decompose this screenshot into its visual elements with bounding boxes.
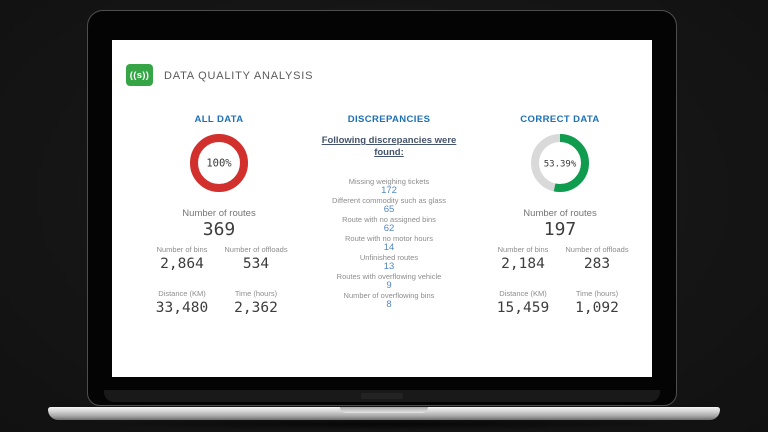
stat-value: 534 — [242, 256, 270, 272]
discrepancy-label: Missing weighing tickets — [348, 177, 430, 186]
stat-value: 2,362 — [234, 300, 278, 316]
discrepancies-list: Missing weighing tickets 172 Different c… — [299, 178, 479, 310]
discrepancy-value: 14 — [383, 242, 395, 253]
donut-chart-all-data: 100% — [190, 134, 248, 192]
page-title: DATA QUALITY ANALYSIS — [164, 70, 314, 82]
laptop-hinge-notch — [361, 393, 403, 399]
column-correct-data: CORRECT DATA 53.39% Number of routes 197… — [480, 114, 640, 317]
laptop-hinge — [104, 390, 660, 402]
stat-label: Number of bins — [156, 245, 208, 254]
stat-label: Time (hours) — [575, 289, 619, 298]
stat-label: Distance (KM) — [158, 289, 206, 298]
all-data-stats-grid: Number of bins 2,864 Number of offloads … — [139, 245, 299, 317]
list-item: Route with no assigned bins 62 — [299, 216, 479, 234]
stat-label: Number of bins — [497, 245, 549, 254]
laptop-base — [48, 407, 720, 420]
discrepancy-label: Routes with overflowing vehicle — [336, 272, 442, 281]
column-all-data: ALL DATA 100% Number of routes 369 Numbe… — [139, 114, 299, 317]
discrepancy-label: Route with no assigned bins — [342, 215, 436, 224]
donut-chart-correct-data: 53.39% — [531, 134, 589, 192]
list-item: Route with no motor hours 14 — [299, 235, 479, 253]
stat-value: 1,092 — [575, 300, 619, 316]
app-logo: ((s)) — [126, 64, 153, 86]
correct-data-heading: CORRECT DATA — [520, 114, 600, 125]
list-item: Number of overflowing bins 8 — [299, 292, 479, 310]
routes-value: 197 — [543, 219, 577, 240]
donut-percent-label: 53.39% — [544, 160, 577, 170]
discrepancy-value: 9 — [386, 280, 392, 291]
stat-value: 2,864 — [160, 256, 204, 272]
stat-distance: Distance (KM) 33,480 — [145, 289, 219, 317]
routes-label: Number of routes — [523, 208, 597, 219]
list-item: Different commodity such as glass 65 — [299, 197, 479, 215]
stat-label: Time (hours) — [234, 289, 278, 298]
discrepancy-value: 172 — [381, 185, 397, 196]
stat-value: 33,480 — [155, 300, 209, 316]
dashboard-screen: ((s)) DATA QUALITY ANALYSIS ALL DATA 100… — [112, 40, 652, 377]
stat-value: 15,459 — [496, 300, 550, 316]
discrepancy-label: Number of overflowing bins — [343, 291, 435, 300]
stat-label: Number of offloads — [224, 245, 288, 254]
laptop-thumb-groove — [340, 407, 428, 413]
discrepancy-label: Different commodity such as glass — [331, 196, 447, 205]
stat-value: 2,184 — [501, 256, 545, 272]
discrepancies-heading: DISCREPANCIES — [347, 114, 431, 125]
discrepancy-value: 62 — [383, 223, 395, 234]
list-item: Missing weighing tickets 172 — [299, 178, 479, 196]
list-item: Routes with overflowing vehicle 9 — [299, 273, 479, 291]
all-data-heading: ALL DATA — [194, 114, 244, 125]
laptop-shadow — [70, 418, 700, 430]
discrepancies-subtitle: Following discrepancies were found: — [321, 135, 457, 158]
donut-percent-label: 100% — [206, 158, 232, 170]
stat-bins: Number of bins 2,864 — [145, 245, 219, 273]
stat-bins: Number of bins 2,184 — [486, 245, 560, 273]
stat-value: 283 — [583, 256, 611, 272]
donut-arc-red — [190, 134, 248, 192]
stat-distance: Distance (KM) 15,459 — [486, 289, 560, 317]
discrepancy-value: 8 — [386, 299, 392, 310]
discrepancy-value: 13 — [383, 261, 395, 272]
stat-label: Distance (KM) — [499, 289, 547, 298]
discrepancy-label: Unfinished routes — [359, 253, 419, 262]
discrepancy-label: Route with no motor hours — [345, 234, 433, 243]
stat-time: Time (hours) 2,362 — [219, 289, 293, 317]
discrepancy-value: 65 — [383, 204, 395, 215]
routes-value: 369 — [202, 219, 236, 240]
stat-label: Number of offloads — [565, 245, 629, 254]
stat-offloads: Number of offloads 283 — [560, 245, 634, 273]
correct-data-stats-grid: Number of bins 2,184 Number of offloads … — [480, 245, 640, 317]
stat-offloads: Number of offloads 534 — [219, 245, 293, 273]
list-item: Unfinished routes 13 — [299, 254, 479, 272]
stat-time: Time (hours) 1,092 — [560, 289, 634, 317]
donut-arc-green — [531, 134, 589, 192]
column-discrepancies: DISCREPANCIES Following discrepancies we… — [299, 115, 479, 311]
routes-label: Number of routes — [182, 208, 256, 219]
